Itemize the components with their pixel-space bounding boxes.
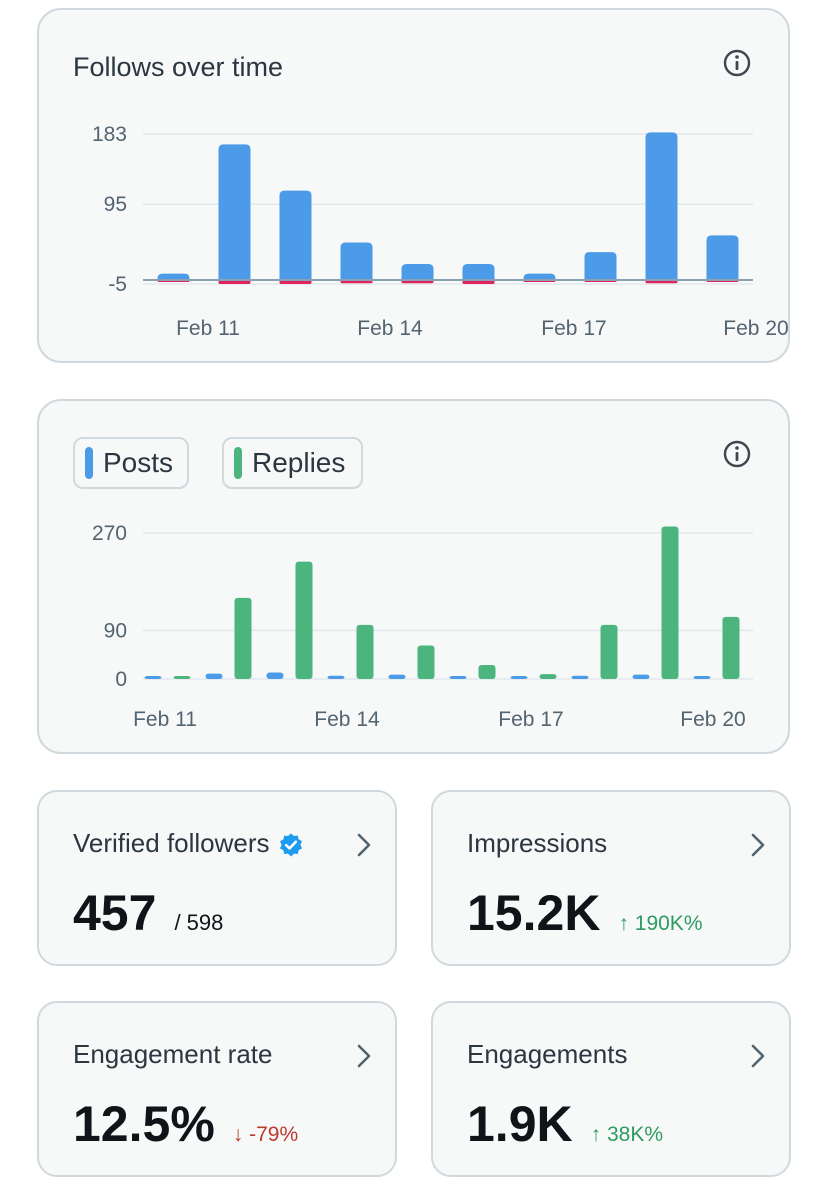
chevron-right-icon <box>751 1044 765 1068</box>
posts-bar <box>449 676 467 679</box>
replies-bar <box>356 624 374 679</box>
engagement-rate-delta: ↓ -79% <box>232 1123 299 1146</box>
posts-bar <box>327 675 345 679</box>
x-tick-label: Feb 20 <box>680 708 745 731</box>
x-tick-label: Feb 14 <box>357 317 423 340</box>
y-tick-label: 90 <box>104 619 127 642</box>
impressions-value: 15.2K <box>467 885 601 941</box>
legend-replies[interactable]: Replies <box>222 437 363 489</box>
x-tick-label: Feb 11 <box>133 708 197 731</box>
info-icon[interactable] <box>722 439 752 469</box>
replies-bar <box>234 597 252 679</box>
follow-bar <box>218 144 251 281</box>
x-tick-label: Feb 17 <box>498 708 563 731</box>
follow-bar <box>462 264 495 281</box>
impressions-card[interactable]: Impressions 15.2K ↑ 190K% <box>431 790 791 966</box>
verified-followers-label-row: Verified followers <box>73 828 304 859</box>
follows-chart-title: Follows over time <box>73 52 284 82</box>
y-tick-label: -5 <box>108 273 127 296</box>
posts-bar <box>144 676 162 679</box>
impressions-delta: ↑ 190K% <box>618 912 703 935</box>
follow-bar <box>706 235 739 281</box>
follow-bar <box>340 242 373 281</box>
y-tick-label: 183 <box>92 123 127 146</box>
chevron-right-icon <box>357 1044 371 1068</box>
y-tick-label: 270 <box>92 522 127 545</box>
verified-followers-value: 457 <box>73 885 157 941</box>
engagement-rate-value-row: 12.5% ↓ -79% <box>73 1095 298 1153</box>
follow-bar <box>584 252 617 281</box>
info-icon[interactable] <box>722 48 752 78</box>
engagement-rate-card[interactable]: Engagement rate 12.5% ↓ -79% <box>37 1001 397 1177</box>
follow-bar <box>279 190 312 281</box>
x-tick-label: Feb 20 <box>723 317 788 340</box>
posts-bar <box>632 674 650 679</box>
follow-bar <box>645 132 678 281</box>
legend-posts-label: Posts <box>103 447 174 478</box>
verified-badge-icon <box>279 833 302 857</box>
engagements-card[interactable]: Engagements 1.9K ↑ 38K% <box>431 1001 791 1177</box>
posts-bar <box>205 673 223 679</box>
x-tick-label: Feb 14 <box>314 708 380 731</box>
replies-swatch <box>234 447 242 479</box>
follow-bar <box>401 264 434 281</box>
y-tick-label: 95 <box>104 193 127 216</box>
posts-replies-card: Posts Replies 270 90 0 Feb 11 Feb 14 Feb 17 Fe… <box>37 399 790 754</box>
verified-followers-card[interactable]: Verified followers 457 / 598 <box>37 790 397 966</box>
replies-bar <box>661 526 679 679</box>
replies-bar <box>722 616 740 679</box>
chevron-right-icon <box>751 833 765 857</box>
legend-posts[interactable]: Posts <box>73 437 189 489</box>
x-tick-label: Feb 17 <box>541 317 606 340</box>
verified-followers-label: Verified followers <box>73 828 270 858</box>
posts-bar <box>510 676 528 679</box>
posts-bar <box>388 674 406 679</box>
engagements-value: 1.9K <box>467 1096 573 1152</box>
legend-replies-label: Replies <box>252 447 346 478</box>
impressions-label: Impressions <box>467 828 608 858</box>
follows-over-time-card: Follows over time 183 95 -5 Feb 11 Feb 14 Feb… <box>37 8 790 363</box>
verified-followers-total: / 598 <box>174 910 224 935</box>
replies-bar <box>295 561 313 679</box>
replies-bar <box>478 664 496 679</box>
chevron-right-icon <box>357 833 371 857</box>
follow-bar <box>157 273 190 281</box>
replies-bar <box>539 674 557 679</box>
engagements-value-row: 1.9K ↑ 38K% <box>467 1095 663 1153</box>
posts-swatch <box>85 447 93 479</box>
posts-bar <box>693 676 711 679</box>
follow-bar <box>523 273 556 281</box>
impressions-value-row: 15.2K ↑ 190K% <box>467 884 703 942</box>
engagement-rate-value: 12.5% <box>73 1096 215 1152</box>
engagement-rate-label: Engagement rate <box>73 1039 273 1069</box>
verified-followers-value-row: 457 / 598 <box>73 884 223 942</box>
follows-bar-chart: 183 95 -5 Feb 11 Feb 14 Feb 17 Feb 20 <box>92 123 788 340</box>
replies-bar <box>173 676 191 679</box>
replies-bar <box>600 624 618 679</box>
posts-bar <box>571 675 589 679</box>
x-tick-label: Feb 11 <box>176 317 240 340</box>
posts-replies-bar-chart: 270 90 0 Feb 11 Feb 14 Feb 17 Feb 20 <box>92 522 753 731</box>
replies-bar <box>417 645 435 679</box>
engagements-delta: ↑ 38K% <box>590 1123 663 1146</box>
engagements-label: Engagements <box>467 1039 628 1069</box>
y-tick-label: 0 <box>115 668 127 691</box>
posts-bar <box>266 672 284 679</box>
